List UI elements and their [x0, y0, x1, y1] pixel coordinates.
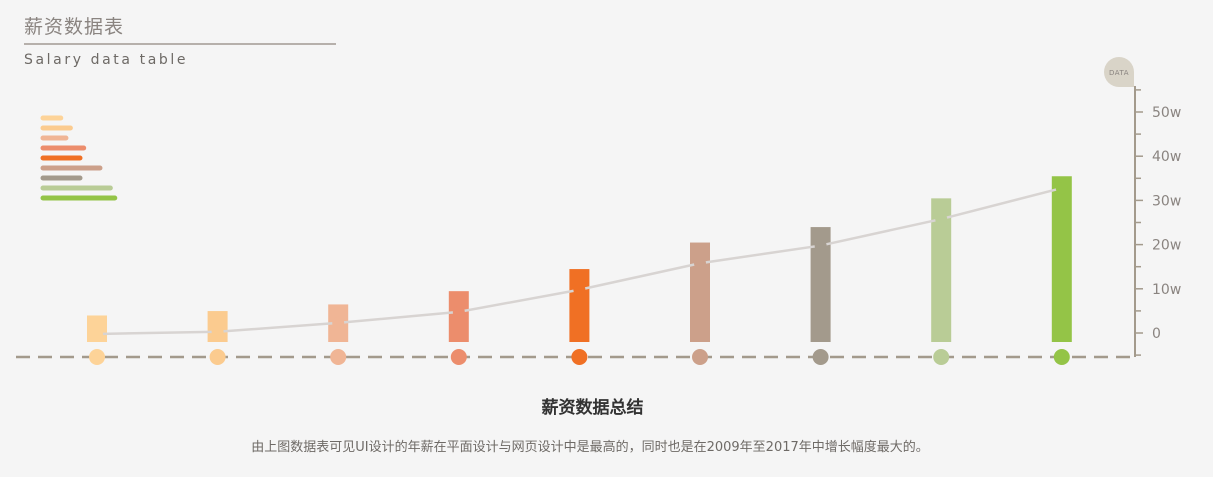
page-subtitle: Salary data table: [24, 52, 189, 68]
y-tick-label: 10w: [1152, 282, 1181, 298]
bar: [810, 227, 831, 342]
baseline-dot: [812, 349, 829, 365]
line-point: [332, 316, 345, 329]
line-point: [573, 283, 586, 296]
bar: [690, 242, 710, 342]
line-point: [1055, 182, 1068, 195]
y-tick-label: 20w: [1152, 238, 1181, 254]
baseline-dot: [330, 349, 347, 365]
page-title: 薪资数据表: [24, 16, 125, 38]
baseline-dot: [571, 349, 588, 365]
data-badge-label: DATA: [1109, 69, 1129, 77]
y-tick-label: 0: [1152, 326, 1161, 342]
baseline-dot: [1053, 349, 1070, 365]
baseline-dot: [692, 349, 708, 365]
y-tick-label: 30w: [1152, 193, 1181, 209]
bar: [569, 269, 590, 342]
baseline-dot: [209, 349, 226, 365]
line-point: [452, 305, 465, 318]
line-point: [814, 239, 827, 252]
title-underline: [24, 43, 336, 45]
line-point: [694, 257, 706, 270]
line-point: [91, 327, 103, 340]
line-point: [935, 213, 948, 226]
y-tick-label: 50w: [1152, 105, 1181, 121]
summary-text: 由上图数据表可见UI设计的年薪在平面设计与网页设计中是最高的，同时也是在2009…: [251, 440, 929, 455]
summary-title: 薪资数据总结: [541, 398, 644, 418]
baseline-dot: [89, 349, 105, 365]
baseline-dot: [450, 349, 467, 365]
y-tick-label: 40w: [1152, 149, 1181, 165]
bar: [931, 198, 952, 342]
bar: [1051, 176, 1072, 342]
baseline-dot: [933, 349, 950, 365]
line-point: [211, 325, 224, 338]
data-badge: [1104, 57, 1134, 87]
